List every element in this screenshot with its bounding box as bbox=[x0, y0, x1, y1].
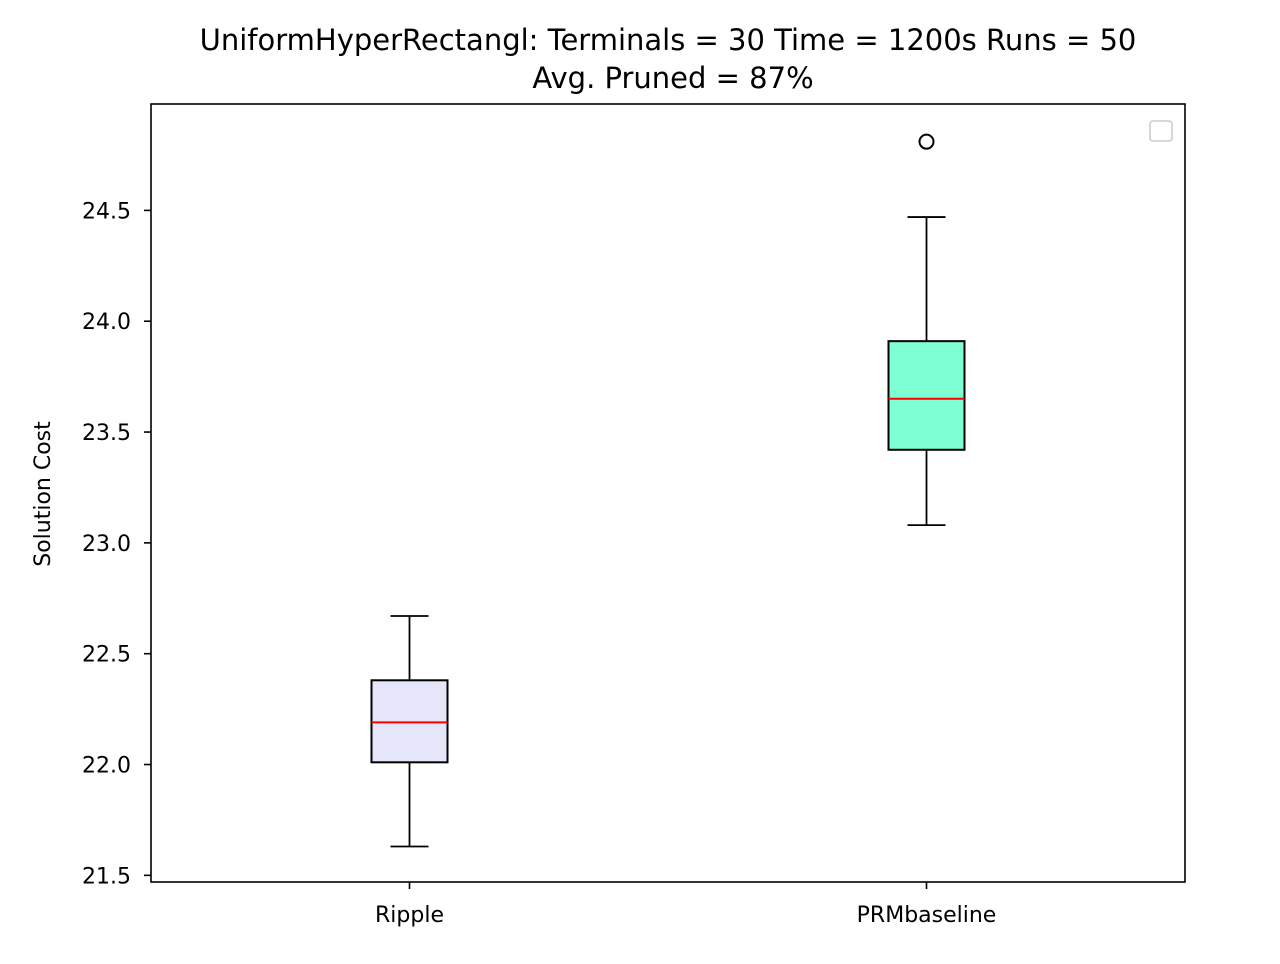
y-axis-label: Solution Cost bbox=[31, 421, 56, 567]
chart-subtitle: Avg. Pruned = 87% bbox=[532, 61, 813, 95]
plot-frame bbox=[150, 103, 1186, 883]
box-prmbaseline bbox=[887, 340, 966, 451]
y-tick-label: 24.5 bbox=[82, 199, 131, 224]
x-tick-label: Ripple bbox=[375, 903, 444, 928]
x-tick-label: PRMbaseline bbox=[857, 903, 997, 928]
y-tick-label: 24.0 bbox=[82, 310, 131, 335]
chart-title: UniformHyperRectangl: Terminals = 30 Tim… bbox=[200, 23, 1137, 57]
y-tick-label: 21.5 bbox=[82, 864, 131, 889]
outlier-point bbox=[918, 133, 935, 150]
legend-box bbox=[1149, 120, 1173, 142]
y-tick-label: 22.0 bbox=[82, 754, 131, 779]
y-tick-label: 23.0 bbox=[82, 532, 131, 557]
y-tick-label: 22.5 bbox=[82, 643, 131, 668]
box-ripple bbox=[370, 679, 449, 764]
plot-area: 21.5 22.0 22.5 23.0 23.5 24.0 24.5 Ripple PRMbas… bbox=[82, 133, 997, 928]
y-tick-label: 23.5 bbox=[82, 421, 131, 446]
